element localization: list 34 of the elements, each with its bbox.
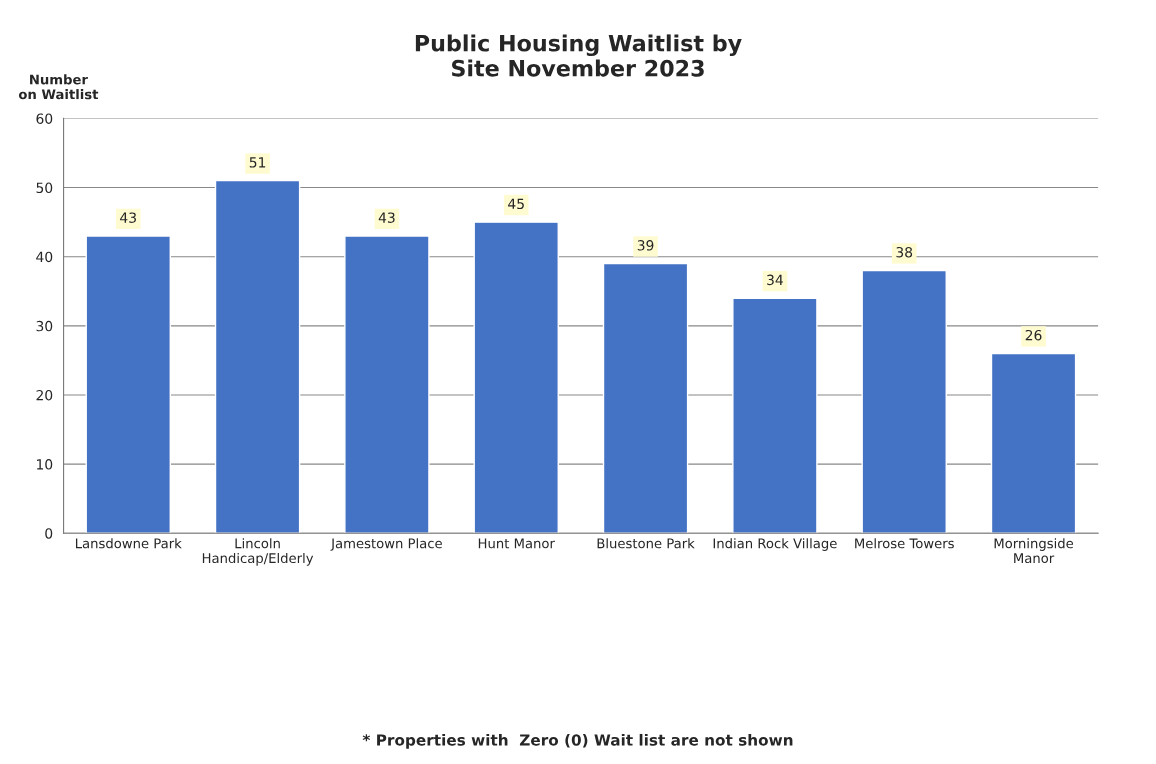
x-tick-label: Jamestown Place	[330, 538, 442, 551]
x-tick-label: Hunt Manor	[478, 538, 555, 549]
bar	[214, 179, 301, 534]
data-label: 39	[637, 240, 654, 251]
chart-title: Public Housing Waitlist by Site November 2023	[415, 34, 742, 77]
data-label: 43	[120, 212, 136, 223]
x-tick-label: Morningside Manor	[994, 538, 1074, 564]
text: * Properties with Zero (0) Wait list are not shown	[362, 733, 793, 749]
y-tick-label: 30	[36, 320, 53, 332]
bar	[85, 235, 171, 534]
x-tick-label: Bluestone Park	[597, 538, 695, 549]
x-tick-label: Indian Rock Village	[713, 538, 837, 551]
data-label: 45	[508, 198, 524, 210]
y-tick-label: 50	[36, 182, 53, 194]
x-tick-label: Lincoln Handicap/Elderly	[202, 538, 314, 566]
bar	[344, 235, 430, 534]
bar	[602, 262, 689, 534]
y-tick-label: 10	[37, 459, 53, 470]
bar	[473, 221, 559, 534]
bar	[990, 352, 1077, 534]
y-tick-label: 0	[45, 528, 53, 539]
y-axis-title: Number on Waitlist	[18, 74, 99, 100]
y-tick-label: 60	[36, 113, 53, 124]
data-label: 43	[378, 212, 395, 223]
data-label: 51	[249, 157, 266, 168]
y-tick-label: 20	[36, 389, 53, 401]
x-tick-label: Lansdowne Park	[75, 538, 182, 549]
x-tick-label: Melrose Towers	[855, 538, 954, 549]
bar	[732, 297, 818, 534]
y-tick-label: 40	[36, 251, 53, 263]
data-label: 26	[1025, 329, 1042, 341]
data-label: 34	[767, 274, 783, 286]
bar	[861, 269, 947, 534]
data-label: 38	[896, 246, 913, 258]
